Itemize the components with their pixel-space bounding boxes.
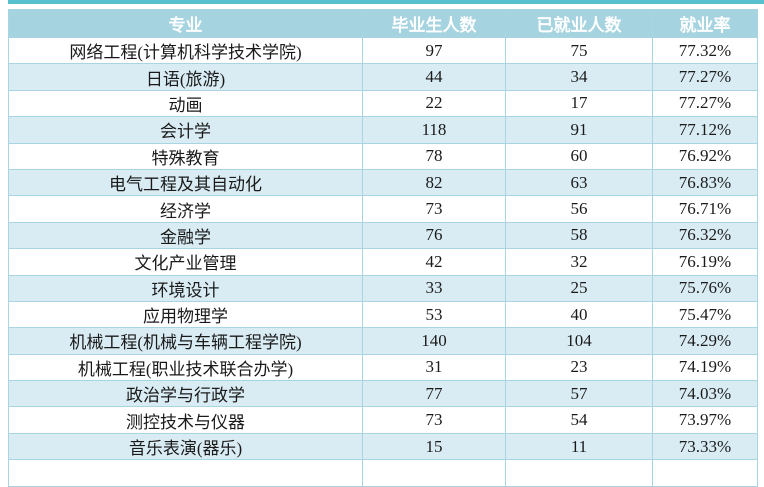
table-row: 金融学 76 58 76.32% [8,221,758,250]
cell-rate: 76.19% [652,248,758,276]
cell-graduates [362,459,506,487]
top-accent-strip [8,0,764,4]
cell-major: 政治学与行政学 [8,380,363,408]
cell-employed: 23 [505,353,653,382]
cell-major: 音乐表演(器乐) [8,432,363,461]
cell-major: 金融学 [8,221,363,250]
cell-major: 文化产业管理 [8,248,363,276]
table-row: 音乐表演(器乐) 15 11 73.33% [8,432,758,461]
cell-employed: 75 [505,36,653,65]
cell-rate: 76.71% [652,195,758,223]
cell-rate: 77.12% [652,116,758,144]
table-row: 会计学 118 91 77.12% [8,116,758,144]
cell-major: 机械工程(职业技术联合办学) [8,353,363,382]
cell-employed: 34 [505,63,653,91]
cell-major: 日语(旅游) [8,63,363,91]
cell-employed: 57 [505,380,653,408]
table-row: 动画 22 17 77.27% [8,89,758,118]
cell-rate: 75.47% [652,300,758,329]
cell-graduates: 33 [362,274,506,302]
employment-rate-table: 专业 毕业生人数 已就业人数 就业率 网络工程(计算机科学技术学院) 97 75… [8,9,758,487]
cell-employed: 63 [505,168,653,197]
table-row: 机械工程(机械与车辆工程学院) 140 104 74.29% [8,327,758,355]
cell-major: 经济学 [8,195,363,223]
cell-graduates: 78 [362,142,506,170]
table-row: 网络工程(计算机科学技术学院) 97 75 77.32% [8,36,758,65]
cell-rate: 74.29% [652,327,758,355]
cell-rate: 76.92% [652,142,758,170]
table-row: 经济学 73 56 76.71% [8,195,758,223]
cell-major: 特殊教育 [8,142,363,170]
cell-graduates: 140 [362,327,506,355]
table-row: 文化产业管理 42 32 76.19% [8,248,758,276]
cell-rate: 76.32% [652,221,758,250]
cell-rate: 77.32% [652,36,758,65]
cell-graduates: 76 [362,221,506,250]
table-body: 网络工程(计算机科学技术学院) 97 75 77.32% 日语(旅游) 44 3… [8,36,758,487]
cell-rate: 77.27% [652,89,758,118]
table-header: 专业 毕业生人数 已就业人数 就业率 [8,9,758,38]
cell-major: 机械工程(机械与车辆工程学院) [8,327,363,355]
table-row: 特殊教育 78 60 76.92% [8,142,758,170]
table-row: 电气工程及其自动化 82 63 76.83% [8,168,758,197]
cell-rate: 75.76% [652,274,758,302]
cell-graduates: 82 [362,168,506,197]
cell-employed: 104 [505,327,653,355]
col-header-major: 专业 [8,9,363,38]
cell-employed: 54 [505,406,653,434]
cell-major [8,459,363,487]
cell-graduates: 22 [362,89,506,118]
table-row: 政治学与行政学 77 57 74.03% [8,380,758,408]
col-header-employed: 已就业人数 [505,9,653,38]
table-row: 日语(旅游) 44 34 77.27% [8,63,758,91]
cell-graduates: 97 [362,36,506,65]
col-header-graduates: 毕业生人数 [362,9,506,38]
cell-employed: 40 [505,300,653,329]
table-row: 环境设计 33 25 75.76% [8,274,758,302]
table-row: 测控技术与仪器 73 54 73.97% [8,406,758,434]
cell-graduates: 53 [362,300,506,329]
cell-rate: 77.27% [652,63,758,91]
cell-graduates: 44 [362,63,506,91]
cell-rate: 76.83% [652,168,758,197]
cell-major: 动画 [8,89,363,118]
cell-rate: 73.97% [652,406,758,434]
cell-employed: 56 [505,195,653,223]
table-row-partial [8,459,758,487]
cell-employed: 58 [505,221,653,250]
table-row: 应用物理学 53 40 75.47% [8,300,758,329]
cell-employed: 32 [505,248,653,276]
cell-rate: 74.03% [652,380,758,408]
cell-major: 测控技术与仪器 [8,406,363,434]
cell-major: 环境设计 [8,274,363,302]
cell-rate: 74.19% [652,353,758,382]
cell-graduates: 73 [362,406,506,434]
cell-graduates: 42 [362,248,506,276]
cell-graduates: 73 [362,195,506,223]
table-row: 机械工程(职业技术联合办学) 31 23 74.19% [8,353,758,382]
cell-employed: 17 [505,89,653,118]
cell-employed: 25 [505,274,653,302]
cell-employed: 11 [505,432,653,461]
cell-graduates: 31 [362,353,506,382]
cell-employed: 91 [505,116,653,144]
cell-employed [505,459,653,487]
cell-graduates: 15 [362,432,506,461]
cell-major: 会计学 [8,116,363,144]
cell-graduates: 77 [362,380,506,408]
cell-rate [652,459,758,487]
table-header-row: 专业 毕业生人数 已就业人数 就业率 [8,9,758,38]
cell-major: 应用物理学 [8,300,363,329]
cell-rate: 73.33% [652,432,758,461]
col-header-rate: 就业率 [652,9,758,38]
cell-major: 电气工程及其自动化 [8,168,363,197]
cell-major: 网络工程(计算机科学技术学院) [8,36,363,65]
cell-graduates: 118 [362,116,506,144]
cell-employed: 60 [505,142,653,170]
